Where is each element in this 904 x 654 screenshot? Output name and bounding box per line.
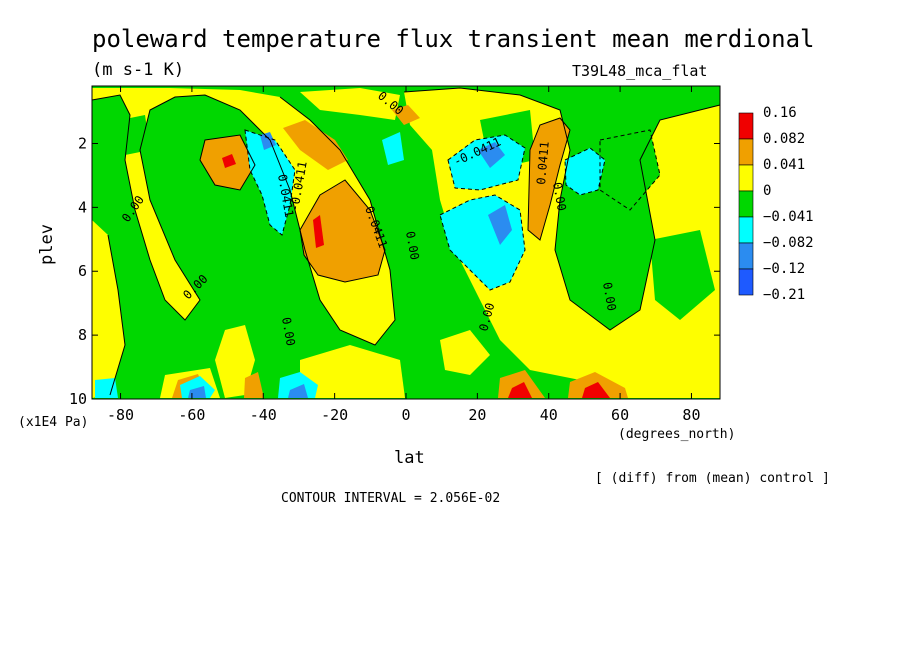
x-unit-label: (degrees_north) xyxy=(618,427,735,442)
x-tick-label: -20 xyxy=(321,406,348,424)
y-tick-label: 4 xyxy=(78,198,87,216)
legend-swatch xyxy=(738,268,754,296)
red-regions xyxy=(222,154,610,398)
x-tick-label: -80 xyxy=(107,406,134,424)
legend-label: −0.082 xyxy=(763,235,814,251)
legend-label: −0.21 xyxy=(763,287,805,303)
y-tick-label: 10 xyxy=(69,390,87,408)
comparison-note: [ (diff) from (mean) control ] xyxy=(595,471,830,486)
y-tick-label: 2 xyxy=(78,134,87,152)
contour-label: 0.0411 xyxy=(534,141,552,185)
contour-label: 0.00 xyxy=(279,316,298,347)
x-tick-label: -40 xyxy=(250,406,277,424)
y-unit-label: (x1E4 Pa) xyxy=(18,415,88,430)
x-tick-label: -60 xyxy=(178,406,205,424)
contour-label: 0.00 xyxy=(550,181,569,212)
contour-interval: CONTOUR INTERVAL = 2.056E-02 xyxy=(281,491,500,506)
plot-area: 0.00 0.00 0.00 0.00 0.00 0.00 0.00 0.00 … xyxy=(91,85,721,400)
units-label: (m s-1 K) xyxy=(92,60,184,80)
legend-swatch xyxy=(738,138,754,166)
legend-swatch xyxy=(738,112,754,140)
chart-title: poleward temperature flux transient mean… xyxy=(92,25,814,53)
experiment-label: T39L48_mca_flat xyxy=(572,62,707,80)
x-axis: -80 -60 -40 -20 0 20 40 60 80 xyxy=(107,86,700,424)
legend-label: 0 xyxy=(763,183,771,199)
contour-label: 0.00 xyxy=(600,281,619,312)
x-tick-label: 60 xyxy=(611,406,629,424)
y-axis: 2 4 6 8 10 xyxy=(69,134,720,408)
legend-label: 0.082 xyxy=(763,131,805,147)
legend-label: −0.041 xyxy=(763,209,814,225)
color-legend: 0.16 0.082 0.041 0 −0.041 −0.082 −0.12 −0.21 xyxy=(738,105,814,303)
x-tick-label: 40 xyxy=(540,406,558,424)
x-tick-label: 0 xyxy=(401,406,410,424)
legend-swatch xyxy=(738,216,754,244)
x-axis-label: lat xyxy=(394,448,425,468)
legend-swatch xyxy=(738,164,754,192)
contour-label: 0.00 xyxy=(403,230,422,261)
contour-lines xyxy=(91,87,721,396)
y-tick-label: 8 xyxy=(78,326,87,344)
x-tick-label: 20 xyxy=(468,406,486,424)
blue-regions xyxy=(188,132,512,398)
y-axis-label: plev xyxy=(37,224,57,265)
legend-swatch xyxy=(738,190,754,218)
y-tick-label: 6 xyxy=(78,262,87,280)
legend-label: 0.041 xyxy=(763,157,805,173)
legend-label: 0.16 xyxy=(763,105,797,121)
legend-label: −0.12 xyxy=(763,261,805,277)
x-tick-label: 80 xyxy=(682,406,700,424)
legend-swatch xyxy=(738,242,754,270)
cyan-regions xyxy=(95,130,605,398)
